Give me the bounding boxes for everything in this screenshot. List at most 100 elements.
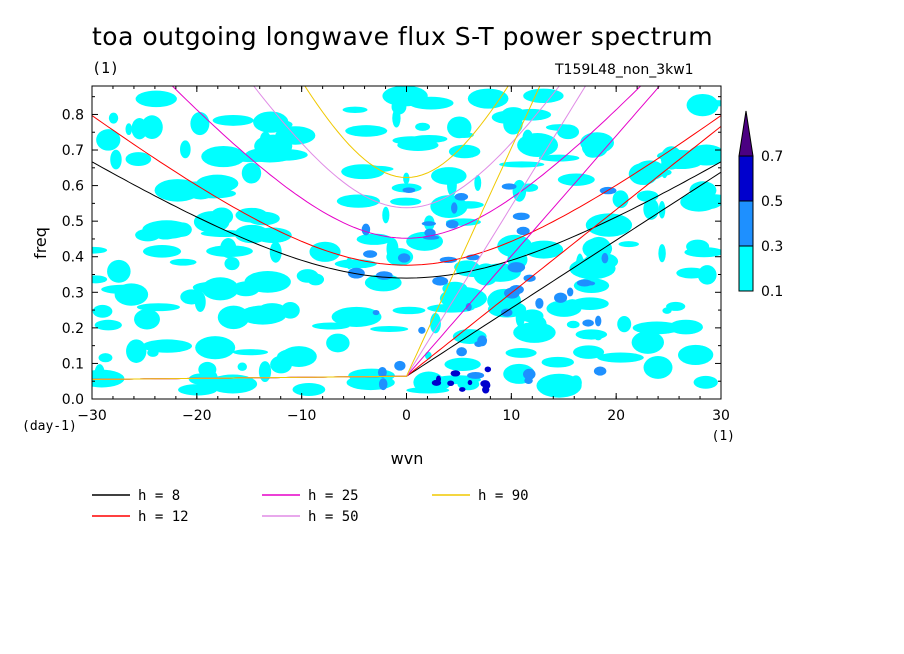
contour-patch: [541, 356, 574, 368]
contour-patch: [258, 361, 272, 383]
contour-patch: [628, 163, 658, 186]
contour-patch: [505, 348, 537, 358]
colorbar-label: 0.5: [761, 194, 783, 210]
contour-patch: [656, 149, 704, 162]
contour-patch: [632, 321, 681, 335]
contour-patch-mid: [421, 221, 436, 226]
contour-patch: [686, 239, 710, 254]
contour-patch: [201, 145, 246, 168]
contour-patch: [392, 108, 401, 128]
contour-patch-high: [450, 370, 461, 377]
colorbar-swatch: [738, 200, 754, 247]
contour-patch: [232, 281, 260, 297]
contour-patch-mid: [500, 308, 513, 317]
contour-patch: [292, 383, 326, 397]
contour-patch-mid: [523, 368, 536, 380]
x-tick-label: 0: [402, 408, 411, 424]
x-tick-label: −20: [182, 408, 212, 424]
contour-patch: [210, 207, 234, 226]
contour-patch: [497, 234, 533, 258]
contour-patch: [220, 238, 237, 258]
contour-patch: [194, 291, 206, 313]
contour-patch: [346, 257, 353, 270]
contour-patch: [697, 265, 717, 285]
contour-patch: [491, 110, 525, 124]
contour-patch: [566, 320, 580, 329]
contour-patch: [345, 125, 388, 137]
contour-patch: [631, 330, 664, 354]
contour-patch-mid: [535, 297, 544, 309]
contour-patch: [573, 278, 610, 294]
contour-patch: [212, 114, 254, 126]
colorbar-label: 0.7: [761, 149, 783, 165]
contour-patch: [192, 188, 237, 199]
contour-patch: [134, 308, 160, 330]
kelvin-curve-h90: [92, 86, 541, 380]
contour-patch: [281, 346, 317, 367]
contour-patch: [125, 123, 133, 136]
legend: h = 8 h = 12 h = 25 h = 50 h = 90: [92, 488, 529, 525]
contour-patch: [658, 201, 666, 219]
chart-subtitle-left: (1): [92, 59, 120, 77]
chart-subtitle-right: T159L48_non_3kw1: [555, 62, 694, 78]
contour-patch: [342, 106, 368, 114]
contour-patch: [153, 227, 178, 240]
contour-patch-mid: [394, 360, 406, 371]
contour-patch: [569, 257, 616, 280]
contour-patch-mid: [377, 366, 387, 378]
contour-patch: [190, 111, 210, 136]
legend-label: h = 25: [308, 488, 359, 504]
contour-patch: [176, 181, 223, 190]
contour-patch: [235, 207, 268, 223]
contour-patch: [668, 319, 703, 335]
colorbar-extend-arrow: [738, 110, 754, 157]
chart-title: toa outgoing longwave flux S-T power spe…: [92, 22, 714, 51]
contour-patch: [131, 118, 148, 140]
contour-patch: [597, 352, 644, 363]
contour-patch: [658, 244, 666, 263]
contour-patch: [92, 246, 108, 254]
contour-patch: [232, 349, 269, 356]
contour-patch: [536, 373, 582, 398]
axes: −30 −20 −10 0 10 20 30 0.0 0.1 0.2 0.3 0.4 0.5 0.6 0.7…: [62, 86, 730, 424]
contour-patch: [448, 144, 481, 159]
ig-curve-h25: [171, 86, 642, 239]
contour-patch-mid: [418, 326, 426, 334]
contour-patch-mid: [454, 193, 469, 201]
contour-patch-mid: [593, 366, 607, 376]
contour-patch-mid: [595, 315, 602, 327]
contour-patch: [331, 306, 382, 327]
y-axis-unit: (day-1): [22, 419, 77, 434]
legend-label: h = 12: [138, 509, 189, 525]
contour-patch: [107, 259, 131, 283]
contour-patch: [180, 140, 191, 159]
y-tick-label: 0.4: [62, 250, 84, 266]
contour-patch: [269, 241, 282, 263]
contour-patch: [126, 339, 147, 363]
y-tick-label: 0.3: [62, 285, 84, 301]
contour-patch: [253, 227, 292, 243]
contour-patch: [260, 131, 271, 148]
contour-patch: [693, 375, 718, 389]
y-tick-label: 0.5: [62, 214, 84, 230]
contour-patch-mid: [456, 347, 467, 357]
contour-patch: [677, 344, 714, 366]
contour-patch: [522, 129, 534, 148]
contour-patch: [201, 277, 239, 301]
contour-patch: [326, 333, 350, 353]
ig-curve-h8: [92, 161, 721, 279]
y-tick-label: 0.0: [62, 392, 84, 408]
contour-patch: [195, 336, 236, 360]
contour-patch-mid: [467, 372, 485, 379]
contour-patch: [695, 194, 721, 210]
dispersion-curves: [92, 86, 721, 380]
contour-patch: [239, 305, 287, 325]
contour-patch: [169, 258, 197, 266]
contour-patch: [392, 136, 431, 145]
contour-patch-mid: [378, 378, 388, 391]
contour-patch: [415, 122, 431, 131]
contour-patch: [178, 384, 218, 396]
contour-patch-high: [459, 387, 466, 392]
contour-patch: [686, 93, 719, 117]
contour-patch-mid: [507, 262, 526, 273]
